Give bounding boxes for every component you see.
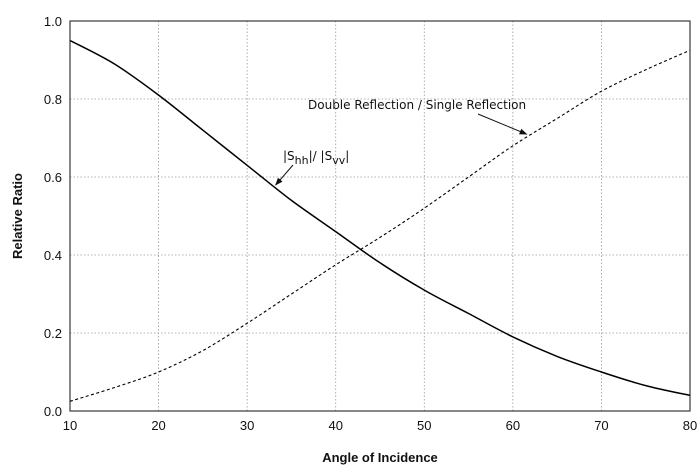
tick-labels: 10 20 30 40 50 60 70 80 0.0 0.2 0.4 0.6 0.8 1.0	[44, 14, 697, 433]
x-tick-label: 20	[151, 418, 165, 433]
annotation-reflection-label: Double Reflection / Single Reflection	[308, 98, 526, 112]
x-tick-label: 30	[240, 418, 254, 433]
grid	[70, 21, 690, 411]
y-tick-label: 0.4	[44, 248, 62, 263]
y-tick-label: 0.6	[44, 170, 62, 185]
y-axis-title: Relative Ratio	[10, 173, 25, 259]
annotation-arrow-1	[275, 164, 294, 186]
annotation-hh-vv-label: |Shh|/ |Svv|	[283, 149, 349, 167]
series-line-1	[69, 39, 691, 397]
plot-area-frame	[69, 20, 691, 412]
x-tick-label: 10	[63, 418, 77, 433]
x-tick-label: 60	[506, 418, 520, 433]
y-tick-label: 0.8	[44, 92, 62, 107]
y-tick-label: 0.2	[44, 326, 62, 341]
x-axis-title: Angle of Incidence	[322, 450, 438, 465]
x-tick-label: 40	[328, 418, 342, 433]
x-tick-label: 80	[683, 418, 697, 433]
x-tick-label: 70	[594, 418, 608, 433]
series-layer	[69, 39, 691, 402]
x-tick-label: 50	[417, 418, 431, 433]
series-line-2	[69, 49, 691, 402]
annotations: |Shh|/ |Svv| Double Reflection / Single R…	[275, 98, 528, 186]
y-tick-label: 1.0	[44, 14, 62, 29]
annotation-arrow-2	[477, 113, 528, 135]
y-tick-label: 0.0	[44, 404, 62, 419]
